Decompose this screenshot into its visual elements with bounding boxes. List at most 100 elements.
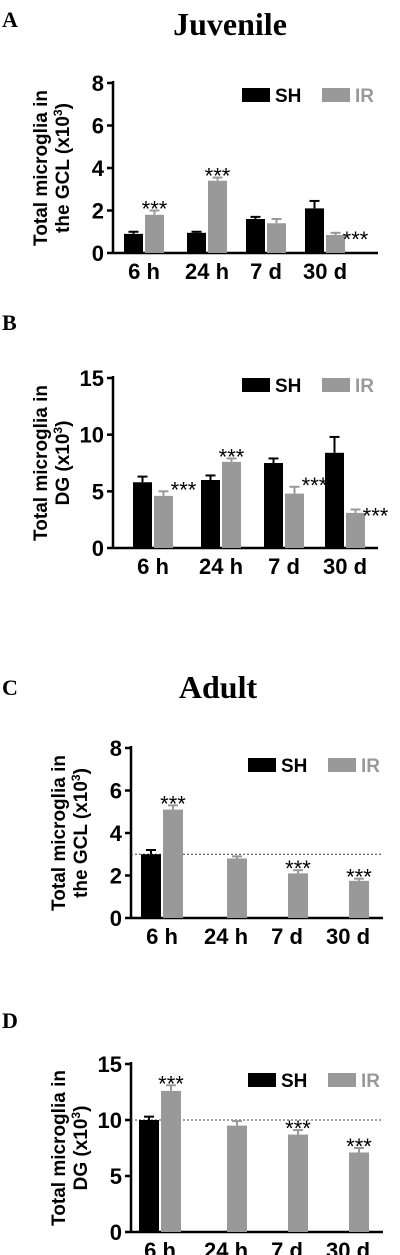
bar-sh xyxy=(325,452,344,548)
bar-sh xyxy=(201,480,220,548)
y-tick-label: 2 xyxy=(110,864,122,889)
bar-sh xyxy=(264,463,283,548)
juvenile-heading: Juvenile xyxy=(173,6,287,42)
y-tick-label: 10 xyxy=(80,423,104,448)
y-tick-label: 0 xyxy=(110,1220,122,1245)
bar-sh xyxy=(305,208,324,253)
y-axis-title-line1: Total microglia in xyxy=(31,90,52,246)
legend-label-ir: IR xyxy=(355,86,374,107)
significance-label: *** xyxy=(302,473,328,498)
y-tick-label: 15 xyxy=(98,1052,122,1077)
chart-panel-b: B Total microglia in DG (x103) 0 5 10 15 *** ***… xyxy=(2,310,389,579)
bar-sh xyxy=(124,233,143,253)
y-axis-title-line1: Total microglia in xyxy=(49,1070,70,1226)
x-tick-label: 24 h xyxy=(185,259,229,284)
legend-label-ir: IR xyxy=(361,1071,380,1092)
bar-ir xyxy=(227,1125,247,1232)
legend-swatch-ir xyxy=(322,88,350,102)
significance-label: *** xyxy=(142,197,168,222)
panel-label: A xyxy=(2,7,18,32)
legend-swatch-sh xyxy=(242,378,270,392)
bar-ir xyxy=(288,1134,308,1232)
bar-ir xyxy=(288,873,308,918)
y-tick-label: 8 xyxy=(92,71,104,96)
x-tick-label: 30 d xyxy=(326,1238,370,1255)
bar-ir xyxy=(222,461,241,548)
bar-sh xyxy=(141,854,161,918)
bar-sh xyxy=(187,232,206,253)
y-tick-label: 4 xyxy=(92,156,105,181)
bar-ir xyxy=(346,512,365,548)
y-axis-title-line1: Total microglia in xyxy=(31,385,52,541)
y-tick-label: 5 xyxy=(92,479,104,504)
x-tick-label: 7 d xyxy=(268,554,300,579)
significance-label: *** xyxy=(205,164,231,189)
y-tick-label: 15 xyxy=(80,366,104,391)
x-tick-label: 30 d xyxy=(303,259,347,284)
bar-ir xyxy=(145,214,164,253)
y-axis-title-line2: the GCL (x103) xyxy=(51,103,74,233)
x-tick-label: 24 h xyxy=(199,554,243,579)
chart-panel-c: C Total microglia in the GCL (x103) 0 2 4 6 8 **… xyxy=(2,675,383,949)
significance-label: *** xyxy=(343,227,369,252)
bar-ir xyxy=(208,180,227,253)
legend-swatch-ir xyxy=(328,1073,356,1087)
y-tick-label: 10 xyxy=(98,1108,122,1133)
x-tick-label: 6 h xyxy=(128,259,160,284)
significance-label: *** xyxy=(160,791,186,816)
bar-sh xyxy=(139,1120,159,1232)
legend-label-sh: SH xyxy=(275,376,301,397)
significance-label: *** xyxy=(285,856,311,881)
legend-swatch-sh xyxy=(242,88,270,102)
x-tick-label: 24 h xyxy=(204,1238,248,1255)
significance-label: *** xyxy=(363,503,389,528)
y-axis-title-line2: DG (x103) xyxy=(51,421,74,506)
legend-swatch-ir xyxy=(322,378,350,392)
x-tick-label: 7 d xyxy=(271,1238,303,1255)
bar-sh xyxy=(133,482,152,548)
legend-label-sh: SH xyxy=(281,756,307,777)
significance-label: *** xyxy=(171,477,197,502)
x-tick-label: 24 h xyxy=(204,924,248,949)
x-tick-label: 6 h xyxy=(146,924,178,949)
x-tick-label: 30 d xyxy=(326,924,370,949)
y-axis-title-line1: Total microglia in xyxy=(49,755,70,911)
x-tick-label: 7 d xyxy=(250,259,282,284)
y-axis-title-line2: the GCL (x103) xyxy=(69,768,92,898)
y-tick-label: 0 xyxy=(92,241,104,266)
bar-ir xyxy=(349,880,369,918)
bar-ir xyxy=(154,495,173,548)
y-tick-label: 5 xyxy=(110,1164,122,1189)
bar-ir xyxy=(163,809,183,918)
legend-label-ir: IR xyxy=(355,376,374,397)
y-tick-label: 0 xyxy=(92,536,104,561)
significance-label: *** xyxy=(346,1134,372,1159)
significance-label: *** xyxy=(158,1071,184,1096)
significance-label: *** xyxy=(285,1116,311,1141)
bar-ir xyxy=(161,1090,181,1232)
legend-swatch-sh xyxy=(248,758,276,772)
legend-label-sh: SH xyxy=(281,1071,307,1092)
chart-panel-a: A Total microglia in the GCL (x103) 0 2 4 6 8 **… xyxy=(2,7,378,284)
y-tick-label: 6 xyxy=(110,779,122,804)
y-tick-label: 2 xyxy=(92,199,104,224)
significance-label: *** xyxy=(219,444,245,469)
y-tick-label: 8 xyxy=(110,736,122,761)
x-tick-label: 30 d xyxy=(323,554,367,579)
x-tick-label: 6 h xyxy=(144,1238,176,1255)
panel-label: C xyxy=(2,675,18,700)
adult-heading: Adult xyxy=(179,669,258,705)
significance-label: *** xyxy=(346,865,372,890)
bar-ir xyxy=(349,1152,369,1232)
legend-swatch-sh xyxy=(248,1073,276,1087)
panel-label: B xyxy=(2,310,17,335)
legend-label-ir: IR xyxy=(361,756,380,777)
x-tick-label: 7 d xyxy=(271,924,303,949)
y-tick-label: 6 xyxy=(92,114,104,139)
legend-swatch-ir xyxy=(328,758,356,772)
y-tick-label: 0 xyxy=(110,906,122,931)
bar-ir xyxy=(227,858,247,918)
y-tick-label: 4 xyxy=(110,821,123,846)
